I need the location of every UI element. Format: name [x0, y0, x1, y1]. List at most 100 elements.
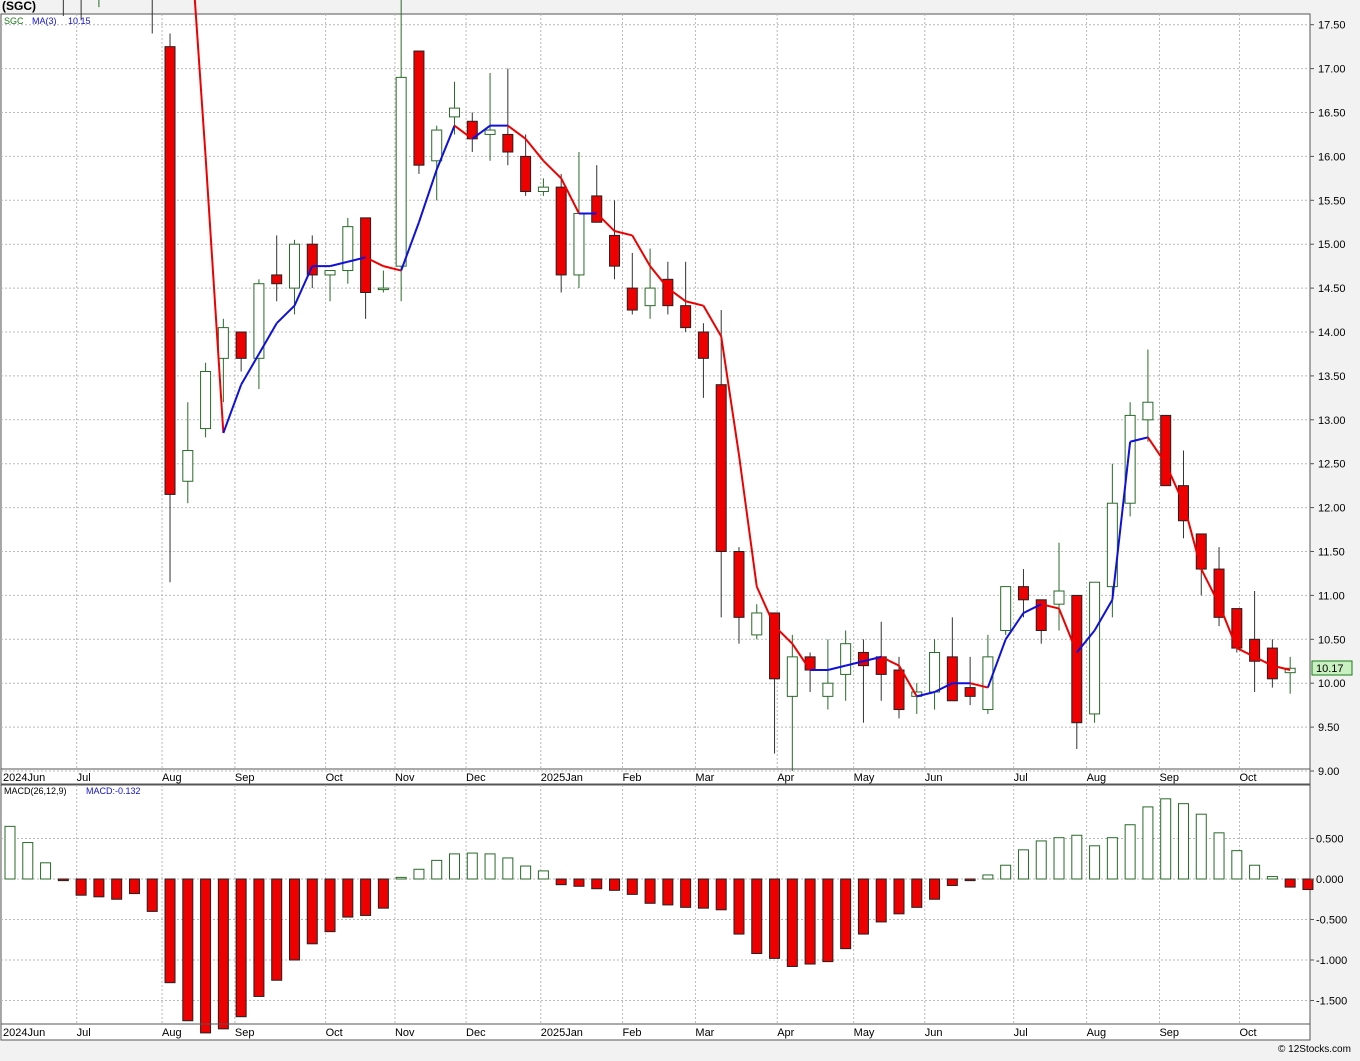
ma-segment — [1023, 603, 1042, 614]
macd-bar — [253, 878, 265, 997]
price-tick-label: 15.50 — [1318, 195, 1346, 207]
x-label-macd: May — [854, 1027, 875, 1039]
x-label-macd: Aug — [162, 1027, 182, 1039]
macd-bar — [1035, 840, 1047, 880]
ma-segment — [791, 643, 811, 671]
candle-body — [609, 234, 621, 267]
x-label-macd: Apr — [777, 1027, 794, 1039]
macd-bar — [395, 876, 407, 880]
macd-bar — [591, 878, 603, 890]
ma-segment — [649, 265, 669, 289]
macd-bar — [377, 878, 389, 909]
price-tick-label: 10.50 — [1318, 634, 1346, 646]
macd-bar — [324, 878, 336, 933]
price-tick-label: 12.00 — [1318, 503, 1346, 515]
ma-segment — [720, 336, 740, 456]
candle-body — [1124, 414, 1136, 504]
x-label-macd: Jul — [77, 1027, 91, 1039]
macd-bar — [1213, 832, 1225, 880]
macd-bar — [573, 878, 585, 887]
macd-bar — [1142, 806, 1154, 880]
candle-body — [626, 287, 638, 311]
candle-body — [520, 155, 532, 193]
x-label-macd: Sep — [1159, 1027, 1179, 1039]
ma-segment — [596, 212, 616, 232]
candle-body — [306, 243, 318, 276]
price-tick-label: 9.00 — [1318, 766, 1339, 778]
macd-bar — [520, 865, 532, 880]
candle-body — [1017, 586, 1029, 601]
ma-segment — [507, 124, 527, 140]
candle-body — [182, 450, 194, 482]
ma-segment — [1272, 664, 1291, 672]
ma-segment — [773, 625, 794, 645]
macd-tick-label: 0.500 — [1316, 834, 1344, 846]
candle-body — [697, 331, 709, 359]
x-label-macd: Aug — [1087, 1027, 1107, 1039]
ma-segment — [880, 655, 900, 667]
candle-body — [1231, 608, 1243, 649]
macd-bar — [271, 878, 283, 981]
macd-bar — [40, 862, 52, 880]
ma-segment — [275, 304, 296, 324]
price-tick-label: 11.00 — [1318, 590, 1345, 602]
ma-segment — [383, 265, 402, 272]
price-tick-label: 17.00 — [1318, 64, 1346, 76]
candle-body — [395, 76, 407, 267]
candle-body — [360, 217, 372, 293]
candle-body — [1000, 586, 1012, 632]
candle-body — [840, 643, 852, 675]
x-label-price: Sep — [1159, 772, 1179, 784]
candle-body — [377, 287, 389, 291]
ma-segment — [969, 682, 989, 689]
ma-segment — [542, 160, 562, 180]
macd-bar — [146, 878, 158, 912]
ma-segment — [614, 230, 633, 237]
price-tick-label: 10.00 — [1318, 678, 1346, 690]
macd-bar — [484, 853, 496, 880]
x-label-price: Aug — [1087, 772, 1107, 784]
candle-body — [786, 656, 798, 697]
ma-segment — [560, 177, 580, 214]
legend-symbol: SGC — [4, 16, 24, 26]
ma-segment — [1236, 647, 1256, 658]
price-panel — [0, 13, 1311, 785]
macd-bar — [1053, 837, 1065, 880]
x-label-price: Jul — [1014, 772, 1028, 784]
ma-segment — [827, 664, 846, 672]
ma-segment — [258, 322, 278, 355]
macd-bar — [715, 878, 727, 911]
ma-segment — [524, 138, 545, 162]
ma-segment — [1076, 629, 1096, 654]
candle-body — [413, 50, 425, 166]
price-tick-label: 13.50 — [1318, 371, 1346, 383]
macd-bar — [342, 878, 354, 918]
macd-tick-label: -1.500 — [1316, 996, 1347, 1008]
ma-segment — [755, 586, 776, 627]
ma-segment — [435, 125, 456, 170]
macd-bar — [644, 878, 656, 904]
macd-bar — [128, 878, 140, 895]
macd-panel — [0, 784, 1311, 1041]
candle-body — [342, 226, 354, 272]
candle-body — [680, 305, 692, 329]
macd-bar — [466, 852, 478, 880]
candle-body — [982, 656, 994, 711]
ma-segment — [400, 221, 420, 271]
candle-body — [555, 186, 567, 276]
ma-segment — [1093, 599, 1114, 632]
x-label-price: Oct — [1239, 772, 1256, 784]
macd-bar — [1000, 864, 1012, 880]
candle-body — [946, 656, 958, 702]
x-label-macd: Jul — [1014, 1027, 1028, 1039]
candle-body — [449, 107, 460, 118]
ma-segment — [845, 660, 864, 667]
macd-bar — [1017, 849, 1029, 880]
macd-bar — [111, 878, 123, 900]
macd-bar — [57, 878, 69, 882]
macd-bar — [182, 878, 194, 1022]
macd-bar — [288, 878, 300, 961]
macd-bar — [893, 878, 905, 915]
x-label-price: Nov — [395, 772, 415, 784]
macd-bar — [804, 878, 816, 965]
